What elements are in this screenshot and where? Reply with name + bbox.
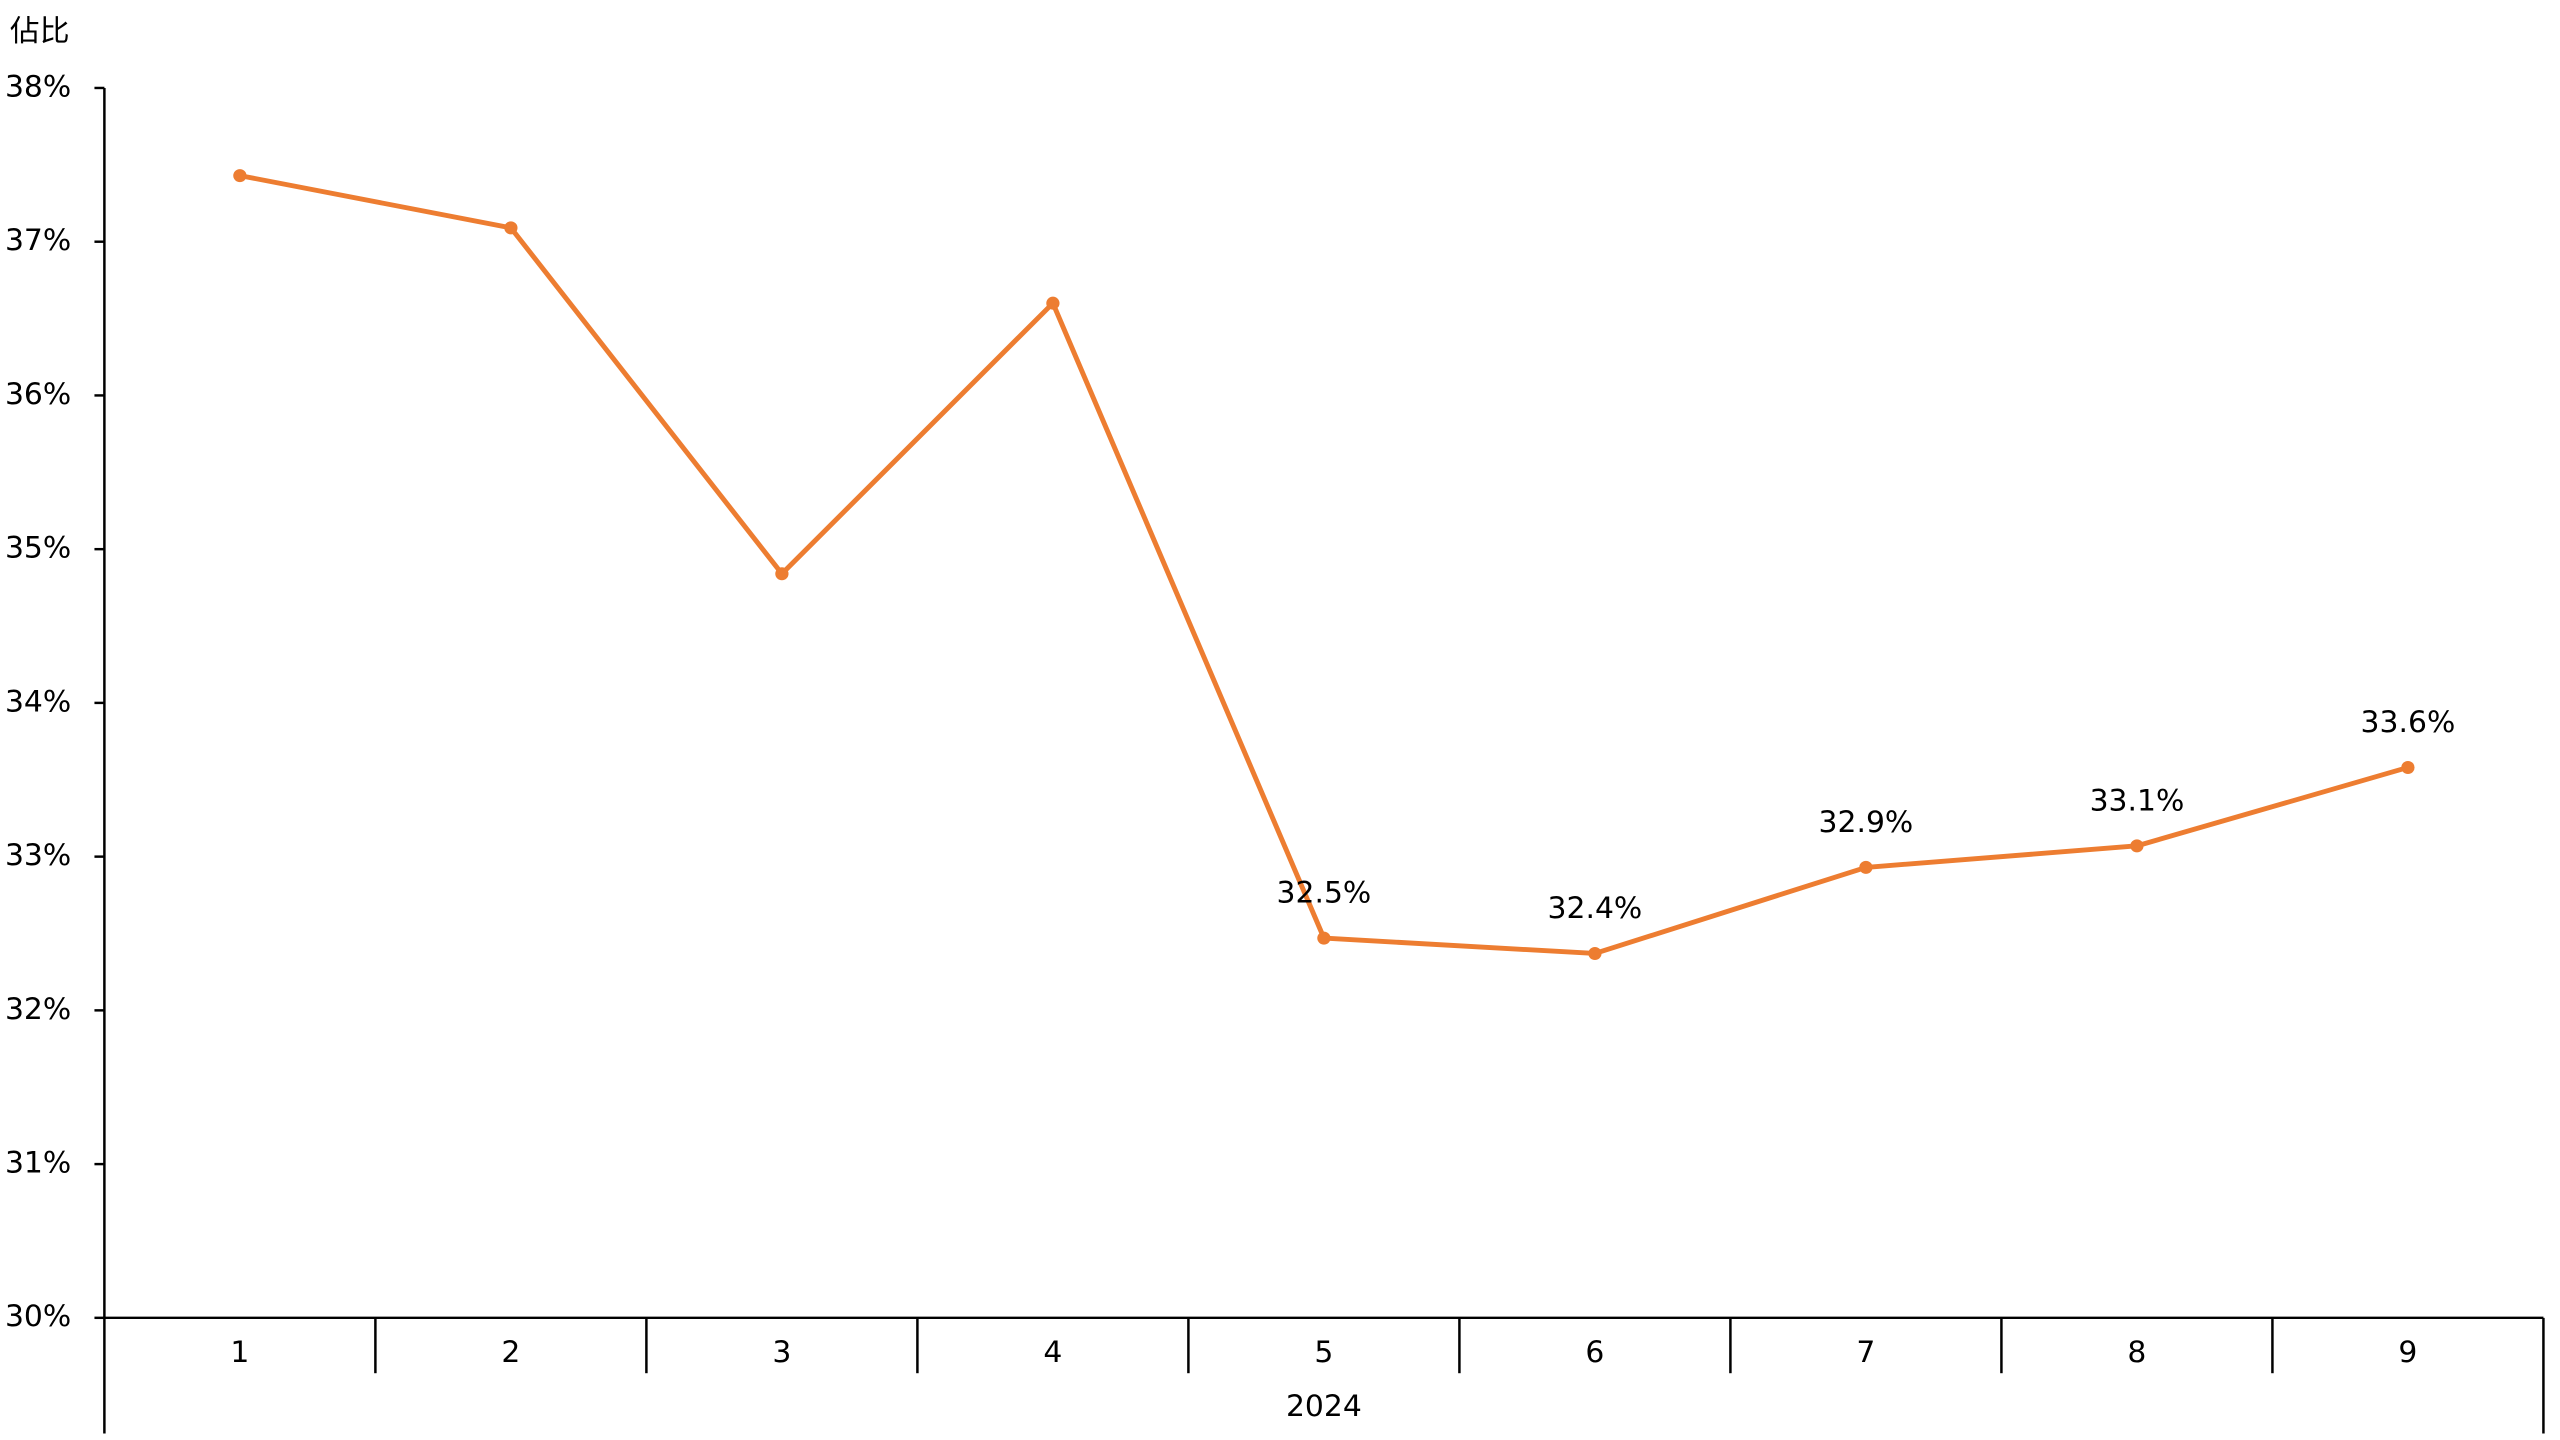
x-tick-label: 5: [1314, 1335, 1333, 1369]
x-tick-label: 3: [772, 1335, 791, 1369]
data-point: [2130, 839, 2144, 853]
line-series: [239, 173, 2409, 956]
y-tick-label: 38%: [5, 70, 71, 104]
y-tick-label: 34%: [5, 685, 71, 719]
x-tick-label: 8: [2127, 1335, 2146, 1369]
x-tick-label: 7: [1856, 1335, 1875, 1369]
data-point: [1046, 296, 1060, 310]
data-point: [1317, 931, 1331, 945]
x-tick-label: 9: [2398, 1335, 2417, 1369]
y-tick-label: 37%: [5, 223, 71, 257]
data-point: [1588, 946, 1602, 960]
x-tick-label: 4: [1043, 1335, 1062, 1369]
data-point: [233, 169, 247, 183]
data-label: 32.9%: [1819, 805, 1914, 839]
y-tick-label: 33%: [5, 838, 71, 872]
y-tick-label: 36%: [5, 377, 71, 411]
data-point: [2401, 760, 2415, 774]
y-tick-label: 35%: [5, 531, 71, 565]
data-label: 32.5%: [1277, 876, 1372, 910]
y-tick-label: 32%: [5, 992, 71, 1026]
data-point: [504, 221, 518, 235]
x-group-label: 2024: [1286, 1389, 1362, 1423]
x-tick-label: 2: [501, 1335, 520, 1369]
data-label: 32.4%: [1548, 891, 1643, 925]
data-point: [775, 567, 789, 581]
y-tick-label: 30%: [5, 1299, 71, 1333]
x-tick-label: 6: [1585, 1335, 1604, 1369]
y-axis-title: 佔比: [10, 14, 70, 48]
data-point: [1859, 860, 1873, 874]
data-label: 33.1%: [2090, 784, 2185, 818]
y-tick-label: 31%: [5, 1146, 71, 1180]
x-tick-label: 1: [230, 1335, 249, 1369]
data-label: 33.6%: [2361, 705, 2456, 739]
